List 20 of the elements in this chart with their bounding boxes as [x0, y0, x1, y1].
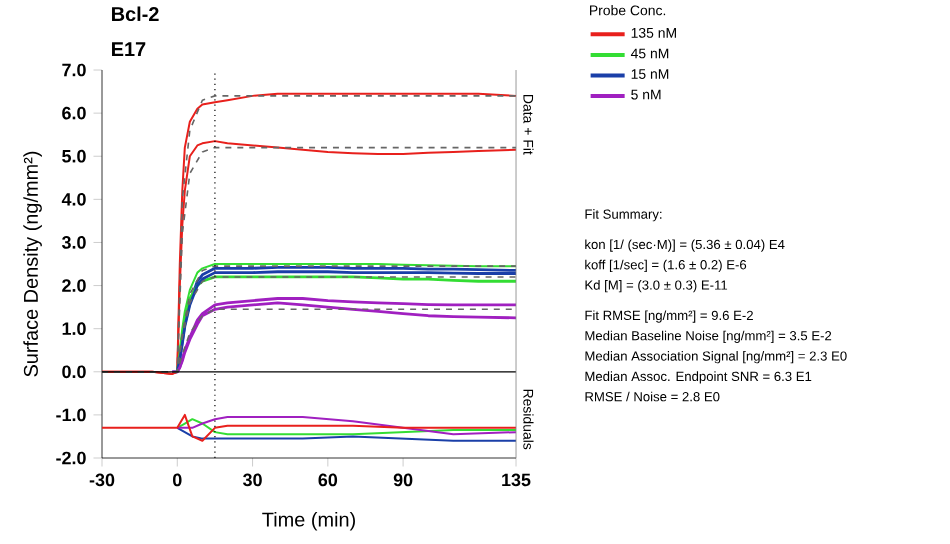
- y-tick-label: 2.0: [62, 279, 86, 292]
- y-axis-title: Surface Density (ng/mm²): [23, 151, 42, 377]
- y-tick-label: 6.0: [62, 106, 86, 120]
- y-tick-label: -2.0: [56, 451, 86, 465]
- chart-title: Bcl-2: [112, 6, 159, 22]
- x-axis-title: Time (min): [262, 511, 355, 531]
- x-tick-label: 30: [242, 473, 262, 487]
- x-tick-label: 60: [318, 473, 338, 487]
- y-tick-label: 0.0: [62, 365, 86, 379]
- y-tick-label: 1.0: [62, 322, 86, 336]
- x-tick-label: 0: [173, 473, 182, 487]
- x-tick-label: 90: [393, 473, 413, 487]
- y-tick-label: 5.0: [62, 149, 86, 163]
- y-tick-label: 4.0: [61, 192, 86, 206]
- x-tick-label: -30: [89, 473, 115, 487]
- x-tick-label: 135: [502, 473, 531, 487]
- chart-subtitle: E17: [112, 42, 146, 57]
- y-tick-label: -1.0: [56, 408, 86, 422]
- y-tick-label: 7.0: [62, 63, 86, 77]
- y-tick-label: 3.0: [61, 236, 86, 249]
